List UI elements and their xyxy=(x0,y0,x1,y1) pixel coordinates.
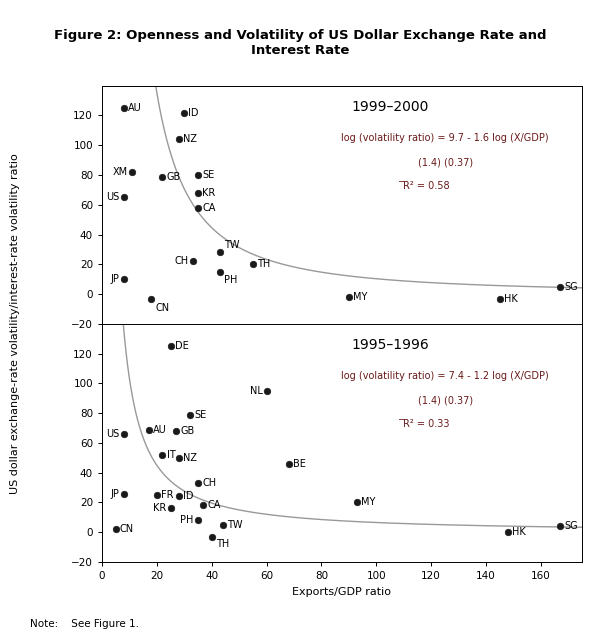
Point xyxy=(207,531,217,542)
Text: TH: TH xyxy=(216,540,229,549)
Text: BE: BE xyxy=(293,458,305,469)
Text: ̅R² = 0.58: ̅R² = 0.58 xyxy=(404,181,451,191)
Text: TW: TW xyxy=(224,239,239,250)
Point xyxy=(262,385,271,396)
Text: log (volatility ratio) = 9.7 - 1.6 log (X/GDP): log (volatility ratio) = 9.7 - 1.6 log (… xyxy=(341,133,549,144)
Text: CA: CA xyxy=(208,500,221,511)
Point xyxy=(555,521,565,531)
Text: PH: PH xyxy=(181,516,194,525)
Point xyxy=(171,426,181,436)
Text: XM: XM xyxy=(113,167,128,177)
Text: IT: IT xyxy=(167,450,175,460)
Point xyxy=(146,293,156,304)
Point xyxy=(144,424,154,434)
Text: ̅R² = 0.33: ̅R² = 0.33 xyxy=(404,419,451,429)
Text: SG: SG xyxy=(564,521,578,531)
Text: NZ: NZ xyxy=(183,135,197,144)
Text: US: US xyxy=(107,429,120,439)
Point xyxy=(193,515,203,525)
Point xyxy=(174,491,184,502)
Text: DE: DE xyxy=(175,341,188,351)
Text: GB: GB xyxy=(167,171,181,182)
Text: JP: JP xyxy=(111,488,120,498)
Text: CN: CN xyxy=(120,525,134,534)
Point xyxy=(284,458,293,469)
Text: CH: CH xyxy=(174,257,188,266)
Point xyxy=(215,267,225,277)
Text: ID: ID xyxy=(183,491,193,502)
Text: FR: FR xyxy=(161,490,173,500)
Text: NZ: NZ xyxy=(183,453,197,463)
Text: MY: MY xyxy=(361,497,376,507)
Point xyxy=(152,490,161,500)
Text: 1995–1996: 1995–1996 xyxy=(351,338,429,352)
Text: SE: SE xyxy=(202,170,214,180)
Point xyxy=(555,281,565,291)
Text: AU: AU xyxy=(128,103,142,113)
Point xyxy=(193,478,203,488)
Point xyxy=(158,171,167,182)
Point xyxy=(185,410,194,420)
Text: PH: PH xyxy=(224,274,238,284)
Text: NL: NL xyxy=(250,386,262,396)
Point xyxy=(174,134,184,144)
Text: MY: MY xyxy=(353,292,367,302)
Point xyxy=(158,450,167,460)
Text: log (volatility ratio) = 7.4 - 1.2 log (X/GDP): log (volatility ratio) = 7.4 - 1.2 log (… xyxy=(341,371,549,382)
Text: TH: TH xyxy=(257,259,270,269)
Point xyxy=(119,488,129,498)
Point xyxy=(119,192,129,203)
Text: CH: CH xyxy=(202,478,216,488)
Text: Note:    See Figure 1.: Note: See Figure 1. xyxy=(30,618,139,629)
Text: HK: HK xyxy=(504,293,518,304)
Text: CN: CN xyxy=(155,303,170,312)
Point xyxy=(503,527,513,537)
Point xyxy=(179,107,189,117)
Text: SE: SE xyxy=(194,410,206,420)
Point xyxy=(119,429,129,439)
Point xyxy=(352,497,362,507)
Text: SG: SG xyxy=(564,282,578,291)
Text: (1.4) (0.37): (1.4) (0.37) xyxy=(418,157,473,167)
Point xyxy=(199,500,208,511)
Text: GB: GB xyxy=(180,426,194,436)
Text: Figure 2: Openness and Volatility of US Dollar Exchange Rate and
Interest Rate: Figure 2: Openness and Volatility of US … xyxy=(54,29,546,57)
Point xyxy=(119,274,129,284)
Point xyxy=(119,103,129,113)
Text: AU: AU xyxy=(153,425,167,434)
Text: (1.4) (0.37): (1.4) (0.37) xyxy=(418,395,473,405)
Text: KR: KR xyxy=(153,504,166,513)
Point xyxy=(248,259,257,269)
X-axis label: Exports/GDP ratio: Exports/GDP ratio xyxy=(293,587,392,596)
Text: 1999–2000: 1999–2000 xyxy=(352,100,428,114)
Text: KR: KR xyxy=(202,188,215,198)
Point xyxy=(127,167,137,177)
Point xyxy=(193,203,203,213)
Point xyxy=(344,292,353,302)
Point xyxy=(218,519,227,530)
Point xyxy=(166,341,175,351)
Text: ID: ID xyxy=(188,107,199,117)
Text: CA: CA xyxy=(202,203,215,213)
Text: US: US xyxy=(107,192,120,203)
Point xyxy=(188,257,197,267)
Point xyxy=(111,524,121,534)
Text: TW: TW xyxy=(227,520,242,530)
Point xyxy=(495,293,505,304)
Text: JP: JP xyxy=(111,274,120,284)
Text: US dollar exchange-rate volatility/interest-rate volatility ratio: US dollar exchange-rate volatility/inter… xyxy=(10,154,20,494)
Text: HK: HK xyxy=(512,527,526,537)
Point xyxy=(193,188,203,198)
Point xyxy=(166,504,175,514)
Point xyxy=(193,170,203,180)
Point xyxy=(174,453,184,463)
Point xyxy=(215,248,225,258)
